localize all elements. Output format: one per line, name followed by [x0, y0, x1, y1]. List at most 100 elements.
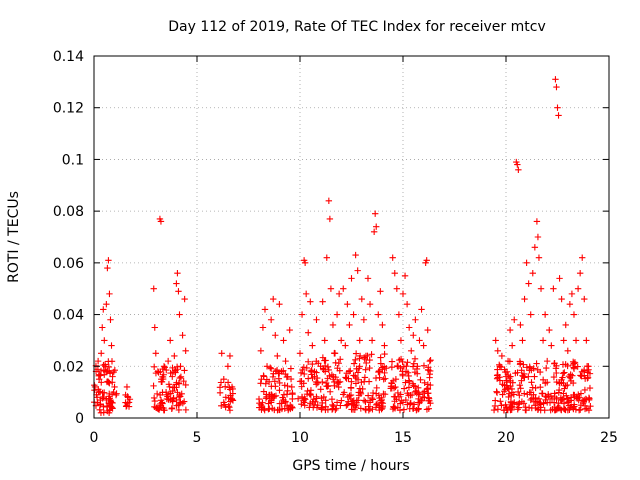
- data-point-marker: [181, 295, 188, 303]
- data-point-marker: [167, 390, 174, 397]
- data-point-marker: [532, 395, 539, 403]
- x-tick-label: 0: [90, 430, 99, 446]
- data-point-marker: [515, 404, 523, 411]
- data-point-marker: [160, 363, 168, 370]
- data-point-marker: [366, 356, 373, 364]
- data-point-marker: [377, 354, 384, 361]
- data-point-marker: [500, 387, 508, 395]
- data-point-marker: [579, 254, 586, 261]
- data-point-marker: [226, 407, 234, 414]
- data-point-marker: [379, 321, 386, 329]
- chart-title: Day 112 of 2019, Rate Of TEC Index for r…: [168, 19, 545, 35]
- data-point-marker: [375, 367, 383, 375]
- data-point-marker: [352, 356, 359, 363]
- data-point-marker: [226, 403, 233, 411]
- data-point-marker: [555, 389, 562, 396]
- data-point-marker: [544, 357, 551, 365]
- data-point-marker: [162, 388, 170, 396]
- data-point-marker: [125, 399, 133, 406]
- data-point-marker: [258, 404, 265, 411]
- data-point-marker: [176, 400, 184, 407]
- data-point-marker: [570, 360, 578, 367]
- data-point-marker: [544, 399, 551, 406]
- data-point-marker: [392, 375, 400, 383]
- data-point-marker: [169, 364, 176, 372]
- data-point-marker: [564, 399, 571, 406]
- axis-ticks: [93, 55, 610, 419]
- data-point-marker: [281, 382, 288, 389]
- data-point-marker: [356, 337, 363, 344]
- data-point-marker: [276, 301, 283, 308]
- data-point-marker: [492, 397, 499, 404]
- data-point-marker: [267, 399, 275, 406]
- data-point-marker: [332, 359, 339, 367]
- data-point-marker: [218, 402, 225, 409]
- x-tick-label: 15: [394, 430, 412, 446]
- data-point-marker: [335, 290, 343, 298]
- data-point-marker: [539, 337, 547, 344]
- data-point-marker: [360, 397, 368, 404]
- data-point-marker: [319, 298, 326, 305]
- data-point-marker: [106, 393, 113, 400]
- data-point-marker: [228, 396, 236, 403]
- data-point-marker: [583, 337, 590, 344]
- data-point-marker: [581, 372, 588, 379]
- data-point-marker: [280, 337, 287, 344]
- data-point-marker: [555, 112, 562, 119]
- data-point-marker: [97, 367, 105, 375]
- data-point-marker: [151, 324, 158, 331]
- data-point-marker: [287, 365, 295, 372]
- data-point-marker: [553, 406, 560, 413]
- y-tick-label: 0.1: [62, 152, 84, 168]
- data-point-marker: [305, 329, 312, 336]
- data-point-marker: [150, 382, 157, 390]
- data-point-marker: [364, 275, 372, 282]
- y-tick-label: 0.04: [53, 308, 84, 324]
- y-tick-label: 0.06: [53, 256, 84, 272]
- data-point-marker: [347, 384, 355, 391]
- data-point-marker: [403, 301, 411, 308]
- data-point-marker: [534, 233, 542, 241]
- data-point-marker: [560, 396, 568, 403]
- data-point-marker: [288, 403, 295, 411]
- data-point-marker: [301, 259, 309, 267]
- data-point-marker: [496, 361, 503, 369]
- data-point-marker: [276, 379, 283, 387]
- data-point-marker: [544, 379, 551, 386]
- data-point-marker: [343, 375, 350, 382]
- data-point-marker: [421, 379, 428, 386]
- data-point-marker: [307, 298, 314, 305]
- data-point-marker: [397, 355, 405, 363]
- data-point-marker: [170, 394, 177, 402]
- data-point-marker: [331, 350, 339, 357]
- data-point-marker: [511, 316, 518, 323]
- data-point-marker: [270, 295, 277, 303]
- data-point-marker: [280, 396, 287, 404]
- data-point-marker: [494, 366, 501, 373]
- data-point-marker: [261, 306, 269, 313]
- data-point-marker: [508, 404, 515, 412]
- data-point-marker: [91, 383, 99, 391]
- data-point-marker: [175, 393, 183, 401]
- data-point-marker: [416, 337, 423, 344]
- data-point-marker: [276, 406, 283, 414]
- data-point-marker: [376, 374, 383, 381]
- data-point-marker: [322, 397, 329, 404]
- data-point-marker: [263, 393, 270, 400]
- data-point-marker: [289, 395, 296, 403]
- data-point-marker: [541, 407, 548, 414]
- data-point-marker: [415, 395, 422, 403]
- data-point-marker: [553, 378, 560, 386]
- data-point-marker: [537, 384, 544, 391]
- data-point-marker: [255, 395, 263, 403]
- data-point-marker: [124, 394, 132, 401]
- data-point-marker: [550, 373, 558, 381]
- data-point-marker: [286, 326, 293, 334]
- data-point-marker: [105, 257, 112, 264]
- data-point-marker: [341, 389, 348, 396]
- data-point-marker: [313, 316, 320, 323]
- data-point-marker: [574, 363, 581, 370]
- data-point-marker: [175, 288, 182, 295]
- data-point-marker: [561, 385, 568, 392]
